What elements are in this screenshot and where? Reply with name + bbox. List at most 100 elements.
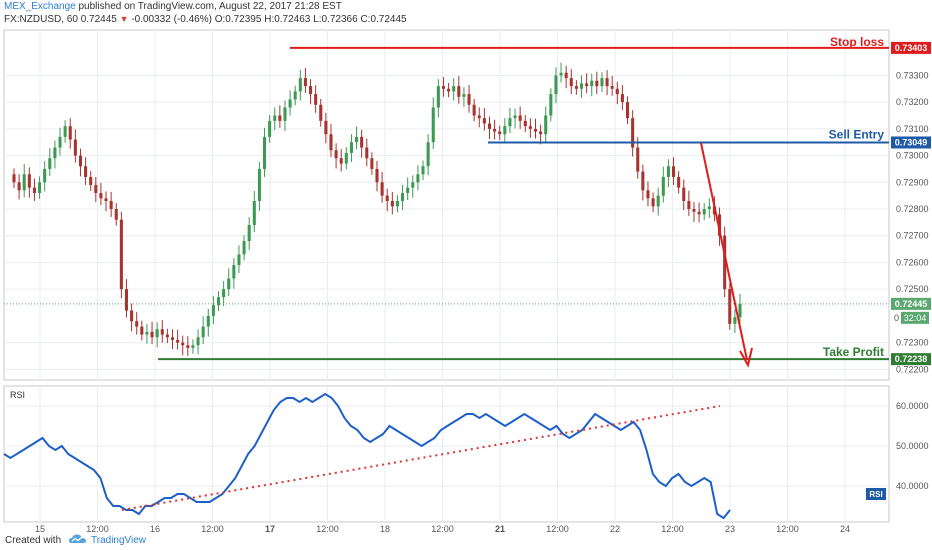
candle-body [252, 200, 256, 226]
candle [58, 127, 62, 156]
take-profit-price-badge: 0.72238 [895, 354, 928, 364]
candle-body [38, 182, 42, 193]
candle [661, 166, 665, 203]
candle-body [523, 120, 527, 127]
candle [63, 120, 67, 143]
candle [508, 108, 512, 134]
publisher-name[interactable]: MEX_Exchange [4, 1, 76, 12]
candle-body [124, 289, 129, 311]
sell-entry-price-badge-bg [891, 136, 931, 149]
candle [441, 77, 445, 97]
time-tick-label: 16 [150, 524, 160, 534]
candle-body [590, 80, 594, 87]
candle-body [191, 345, 195, 348]
candle-body [309, 86, 313, 95]
candle [605, 70, 609, 96]
price-tick-label: 0.72500 [896, 284, 929, 294]
candle-body [401, 192, 405, 201]
price-tick-label: 0.73300 [896, 70, 929, 80]
symbol: FX:NZDUSD, 60 [4, 14, 78, 25]
candle-body [109, 200, 113, 210]
candle-body [406, 187, 410, 193]
stop-loss-price-badge: 0.73403 [895, 43, 928, 53]
candle [242, 235, 246, 261]
rsi-badge-bg [866, 488, 886, 500]
candle-body [170, 337, 175, 340]
candle-body [452, 86, 456, 92]
time-tick-label: 12:00 [776, 524, 799, 534]
candle [482, 108, 486, 131]
candle-body [441, 86, 445, 89]
candle-body [615, 88, 619, 95]
candle-body [487, 123, 492, 129]
candle [738, 293, 742, 325]
forecast-arrow-line [700, 142, 748, 361]
candle [94, 176, 98, 203]
candle-body [656, 195, 660, 207]
current-price-badge: 0.72445 [895, 299, 928, 309]
candle-body [99, 192, 103, 199]
candle [288, 90, 292, 116]
candle-body [43, 168, 47, 183]
down-arrow-icon: ▼ [119, 14, 129, 24]
tradingview-cloud-icon [69, 534, 86, 543]
candle [38, 176, 42, 199]
candle-body [631, 118, 635, 148]
candle-body [319, 104, 323, 121]
candle [211, 296, 215, 324]
candle-body [186, 345, 190, 348]
candle-body [718, 214, 722, 236]
candle-body [687, 200, 691, 210]
candle [641, 164, 645, 201]
tradingview-brand[interactable]: TradingView [91, 535, 147, 546]
candle-body [559, 72, 563, 76]
candle-body [237, 254, 241, 266]
candle-body [119, 219, 123, 290]
take-profit-label: Take Profit [823, 345, 884, 359]
current-price-badge-bg [891, 297, 931, 310]
candle-body [549, 94, 553, 116]
candle [539, 124, 543, 145]
candle [119, 211, 123, 299]
candle [22, 164, 26, 198]
candle [160, 320, 164, 343]
rsi-title: RSI [10, 390, 25, 400]
candle [104, 191, 108, 212]
candle-body [273, 115, 277, 121]
candle [390, 191, 394, 215]
candle [196, 329, 200, 355]
candle [656, 187, 660, 216]
candle [130, 303, 134, 332]
time-tick-label: 12:00 [86, 524, 109, 534]
candle-body [390, 200, 394, 207]
candle-body [702, 209, 706, 215]
candle-body [84, 166, 88, 177]
open-value: 0.72395 [225, 14, 262, 25]
candle [600, 72, 604, 92]
candle [477, 107, 481, 128]
candle [651, 192, 655, 213]
candle-body [477, 115, 481, 119]
candle-body [206, 315, 210, 327]
candle [447, 82, 451, 98]
candle [590, 73, 594, 97]
candle [247, 217, 251, 251]
high-value: 0.72463 [274, 14, 311, 25]
candle [554, 67, 558, 104]
candle-body [298, 78, 302, 92]
candle-body [697, 211, 701, 215]
candle-body [94, 184, 98, 193]
candle [334, 143, 338, 169]
candle-body [140, 326, 144, 335]
candle-body [365, 147, 369, 159]
candle-body [53, 147, 57, 159]
candle-body [528, 126, 532, 129]
candlestick-series [12, 62, 742, 356]
forecast-arrow-head-icon [739, 347, 753, 368]
time-tick-label: 21 [495, 524, 505, 534]
candle [227, 268, 231, 297]
candle-body [672, 166, 676, 177]
candle-body [733, 317, 737, 324]
candle-body [467, 94, 471, 105]
